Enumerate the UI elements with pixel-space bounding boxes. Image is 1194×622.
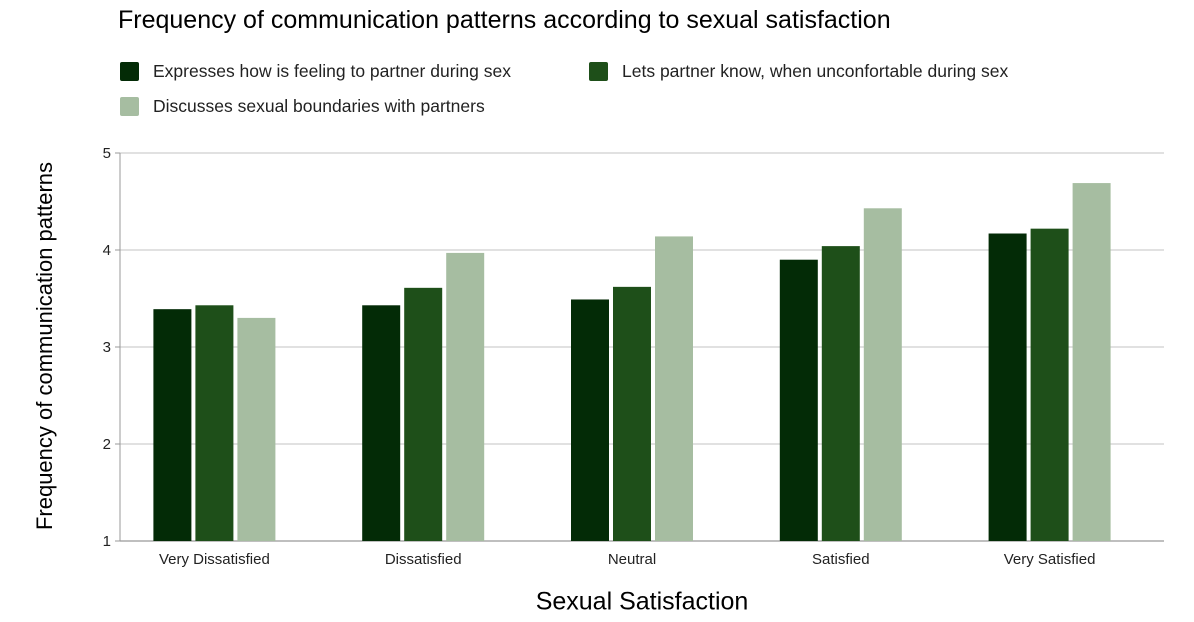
- y-tick-label: 3: [103, 339, 111, 356]
- x-tick-label: Very Dissatisfied: [159, 551, 270, 568]
- bar: [863, 208, 902, 542]
- x-tick-label: Dissatisfied: [385, 551, 462, 568]
- legend-item-discusses-boundaries: Discusses sexual boundaries with partner…: [120, 96, 485, 117]
- y-tick-label: 5: [103, 145, 111, 162]
- legend-label: Lets partner know, when unconfortable du…: [622, 61, 1009, 81]
- bar: [571, 299, 609, 541]
- x-axis-title: Sexual Satisfaction: [535, 587, 749, 616]
- bar: [779, 259, 818, 541]
- bar: [1072, 183, 1111, 541]
- bar: [237, 317, 276, 541]
- bar: [404, 287, 443, 541]
- bar: [153, 309, 192, 541]
- x-tick-label: Satisfied: [812, 551, 870, 568]
- bar: [821, 246, 860, 541]
- legend-label: Discusses sexual boundaries with partner…: [153, 96, 485, 116]
- y-axis-title: Frequency of communication patterns: [32, 161, 57, 531]
- bar: [988, 233, 1027, 541]
- y-tick-label: 2: [103, 436, 111, 453]
- legend-item-lets-partner-know: Lets partner know, when unconfortable du…: [589, 61, 1008, 82]
- legend-swatch: [120, 97, 139, 116]
- bar: [195, 305, 234, 541]
- y-tick-label: 4: [103, 242, 111, 259]
- bar: [1030, 228, 1069, 541]
- y-tick-label: 1: [103, 533, 111, 550]
- legend-item-expresses-feeling: Expresses how is feeling to partner duri…: [120, 61, 511, 82]
- legend-swatch: [589, 62, 608, 81]
- x-tick-label: Very Satisfied: [1004, 551, 1096, 568]
- chart-title: Frequency of communication patterns acco…: [118, 6, 891, 34]
- x-tick-label: Neutral: [608, 551, 656, 568]
- legend-label: Expresses how is feeling to partner duri…: [153, 61, 511, 81]
- bar: [655, 236, 693, 542]
- bar: [362, 305, 401, 541]
- bar: [446, 252, 485, 541]
- legend-swatch: [120, 62, 139, 81]
- bar: [613, 286, 651, 541]
